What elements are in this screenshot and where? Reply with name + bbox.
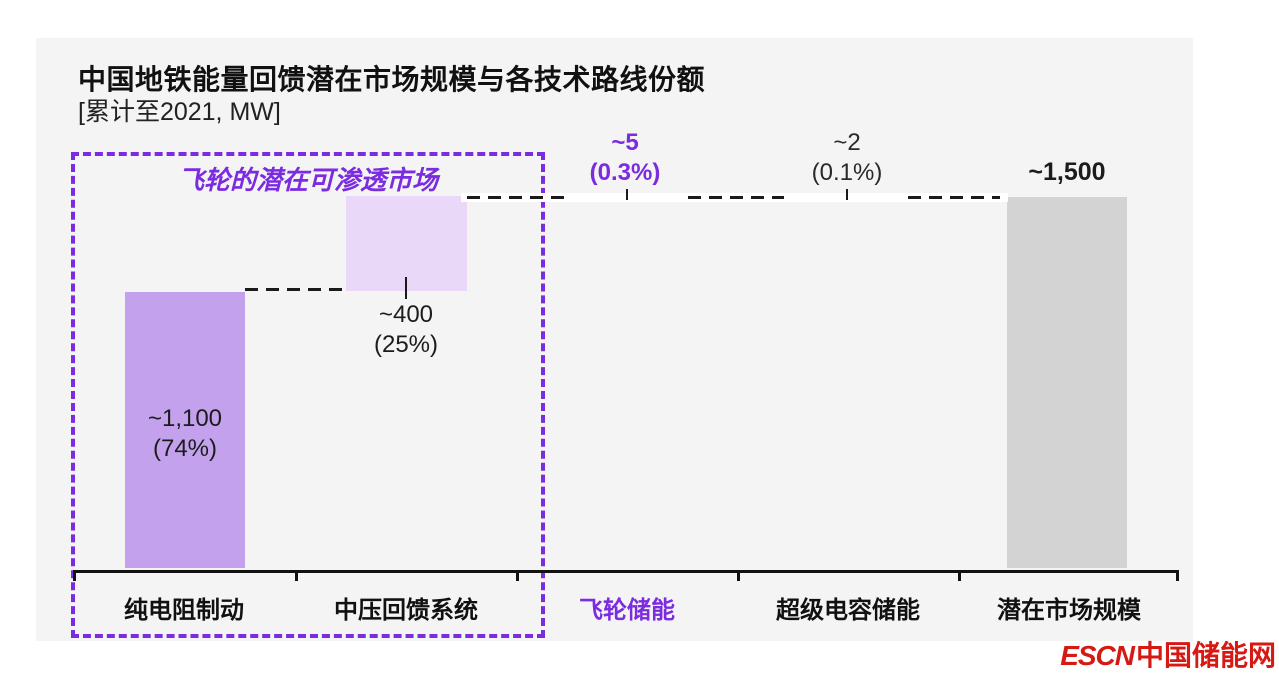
value-label-pure-resistive: ~1,100 (74%) [125,404,245,464]
category-label-mv-feedback: 中压回馈系统 [334,597,478,624]
flywheel-leader-line [626,189,628,200]
x-axis-tick [737,570,740,581]
value-amount: ~1,500 [1028,158,1106,186]
bar-pure-resistive-braking [125,292,245,568]
value-amount: ~1,100 [147,405,223,432]
supercap-leader-line [846,189,848,200]
bar-total-potential-market [1007,197,1127,568]
mv-feedback-leader-line [405,277,407,299]
value-amount: ~400 [378,301,434,328]
value-share: (74%) [152,435,218,462]
escn-logo-sitename: 中国储能网 [1135,640,1276,671]
value-label-total: ~1,500 [977,157,1157,187]
value-amount: ~5 [611,129,639,156]
x-axis-tick [295,570,298,581]
flywheel-addressable-market-label: 飞轮的潜在可渗透市场 [177,165,438,195]
value-label-supercap: ~2 (0.1%) [757,128,937,188]
x-axis-tick [1176,570,1179,581]
category-label-supercap: 超级电容储能 [776,597,920,624]
escn-logo-wordmark: ESCN [1060,640,1135,671]
chart-subtitle: [累计至2021, MW] [78,98,281,126]
category-label-flywheel: 飞轮储能 [579,597,675,624]
x-axis-tick [73,570,76,581]
value-share: (0.1%) [811,159,883,186]
value-share: (25%) [373,331,439,358]
value-amount: ~2 [833,129,861,156]
waterfall-connector-4 [908,196,1000,199]
waterfall-connector-1 [245,288,346,291]
value-label-flywheel: ~5 (0.3%) [535,128,715,188]
bar-mv-feedback-system [346,196,467,291]
category-label-total: 潜在市场规模 [997,597,1141,624]
escn-logo: ESCN中国储能网 [1060,634,1276,674]
waterfall-connector-2 [467,196,564,199]
chart-title: 中国地铁能量回馈潜在市场规模与各技术路线份额 [78,64,706,95]
category-label-pure-resistive: 纯电阻制动 [124,597,244,624]
waterfall-connector-3 [688,196,784,199]
value-label-mv-feedback: ~400 (25%) [336,300,476,360]
value-share: (0.3%) [589,159,661,186]
x-axis-tick [516,570,519,581]
flywheel-addressable-market-box [71,152,545,638]
x-axis-tick [958,570,961,581]
x-axis-line [73,570,1179,573]
